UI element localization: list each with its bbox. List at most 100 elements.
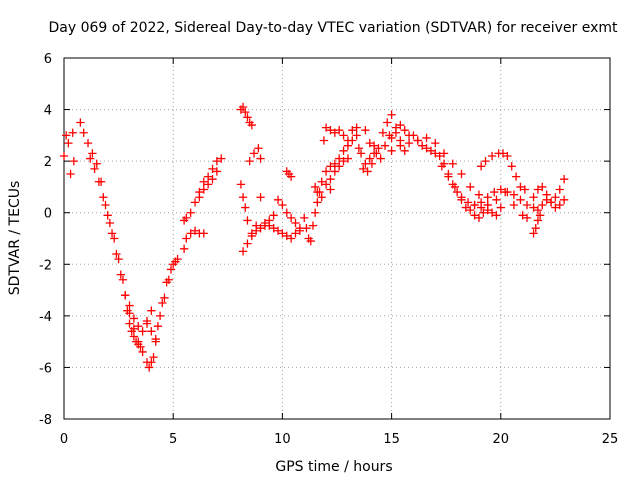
data-point — [66, 169, 75, 179]
chart-title: Day 069 of 2022, Sidereal Day-to-day VTE… — [49, 20, 619, 36]
data-point — [348, 136, 357, 145]
data-point — [321, 167, 331, 176]
data-point — [86, 154, 95, 163]
data-point — [286, 172, 296, 181]
data-point — [369, 141, 379, 150]
data-point — [533, 216, 543, 225]
data-point — [400, 126, 409, 135]
data-point — [134, 322, 143, 331]
data-point — [300, 213, 309, 223]
series-arc-j — [236, 102, 256, 130]
data-point — [138, 347, 147, 357]
y-tick-label: -4 — [39, 310, 52, 325]
series-arc-x — [437, 162, 492, 212]
data-point — [319, 136, 329, 145]
data-point — [286, 234, 296, 243]
data-point — [247, 231, 256, 241]
data-point — [354, 144, 363, 153]
data-point — [352, 131, 361, 140]
data-point — [62, 131, 71, 140]
data-point — [208, 164, 217, 174]
data-point — [361, 159, 370, 168]
data-point — [330, 159, 339, 168]
data-point — [359, 164, 368, 174]
data-point — [147, 306, 156, 315]
x-axis-label: GPS time / hours — [275, 459, 392, 475]
data-point — [496, 185, 505, 194]
series-arc-z — [476, 149, 529, 194]
data-point — [470, 200, 479, 210]
data-point — [418, 141, 427, 150]
data-point — [343, 141, 353, 150]
data-point — [252, 226, 261, 235]
data-point — [326, 175, 335, 184]
data-point — [387, 110, 396, 119]
data-point — [94, 177, 104, 186]
data-point — [166, 265, 176, 274]
data-point — [199, 185, 208, 194]
data-point — [335, 126, 344, 135]
grid — [64, 58, 610, 419]
data-point — [182, 234, 191, 243]
data-point — [182, 213, 191, 223]
data-point — [142, 316, 152, 326]
series-arc-ac — [529, 195, 569, 215]
data-point — [101, 200, 110, 210]
data-point — [522, 213, 532, 223]
data-point — [186, 208, 195, 217]
series-arc-s — [326, 131, 361, 184]
data-point — [522, 200, 532, 210]
data-point — [217, 154, 226, 163]
y-tick-label: -8 — [39, 413, 52, 428]
data-point — [457, 169, 466, 179]
data-point — [483, 200, 492, 210]
data-point — [356, 149, 366, 158]
data-point — [476, 198, 486, 207]
data-point — [339, 146, 348, 155]
data-point — [129, 314, 139, 323]
data-point — [326, 185, 335, 194]
data-point — [69, 156, 78, 166]
data-point — [516, 195, 525, 204]
data-point — [369, 149, 379, 158]
data-point — [367, 159, 377, 168]
data-point — [509, 200, 519, 210]
data-point — [256, 224, 265, 233]
data-point — [378, 128, 388, 137]
data-point — [481, 156, 490, 166]
data-point — [190, 226, 200, 235]
data-point — [254, 144, 263, 153]
data-point — [476, 162, 486, 171]
data-point — [186, 229, 195, 238]
data-point — [129, 324, 139, 333]
data-point — [136, 342, 145, 351]
data-point — [79, 128, 88, 137]
data-point — [76, 118, 85, 127]
x-tick-label: 15 — [383, 432, 400, 447]
data-point — [203, 172, 213, 181]
data-point — [435, 151, 444, 161]
data-point — [492, 195, 501, 204]
data-point — [147, 327, 156, 336]
y-tick-label: 0 — [44, 207, 52, 222]
data-point — [457, 193, 466, 202]
series-arc-u — [361, 110, 409, 168]
data-point — [125, 319, 134, 328]
y-tick-label: 6 — [44, 52, 52, 67]
data-point — [278, 200, 287, 210]
data-point — [503, 187, 512, 197]
data-point — [507, 162, 516, 171]
data-point — [321, 123, 331, 132]
series-arc-v — [387, 120, 505, 223]
data-point — [173, 254, 182, 264]
y-axis-label: SDTVAR / TECUs — [7, 181, 23, 296]
data-point — [105, 218, 115, 228]
series-arc-h — [179, 226, 208, 253]
data-point — [68, 128, 77, 137]
data-point — [529, 193, 538, 202]
data-point — [335, 162, 344, 171]
series-arc-d — [125, 301, 156, 336]
x-tick-label: 10 — [274, 432, 291, 447]
series-arc-e — [147, 257, 180, 367]
data-point — [365, 138, 374, 148]
